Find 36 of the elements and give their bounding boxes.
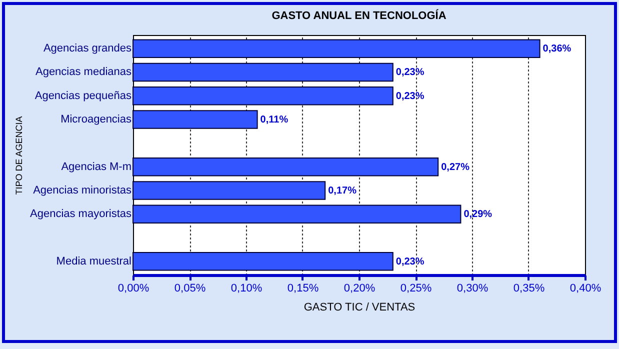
x-tick-label: 0,25% [400,282,432,294]
bar [132,252,394,271]
y-tick-label: Agencias M-m [61,160,132,173]
x-tick-label: 0,10% [230,282,262,294]
y-tick-label: Agencias medianas [35,66,132,78]
y-tick-label: Agencias grandes [43,42,132,55]
x-tick-label: 0,20% [344,282,376,294]
x-axis-title: GASTO TIC / VENTAS [304,302,416,314]
y-tick-label: Agencias minoristas [33,184,132,196]
x-tick-label: 0,15% [287,282,319,294]
data-label: 0,36% [542,44,572,55]
bar [132,39,540,58]
data-label: 0,29% [464,209,492,220]
bar [132,157,439,176]
x-tick-label: 0,30% [456,282,488,294]
y-tick-label: Media muestral [56,255,132,268]
data-label: 0,11% [260,114,288,126]
chart-title: GASTO ANUAL EN TECNOLOGÍA [272,9,446,22]
bar [132,181,326,200]
data-label: 0,23% [396,90,424,102]
bar [132,62,394,82]
y-tick-label: Agencias mayoristas [30,208,132,220]
data-label: 0,23% [396,256,424,268]
x-tick-label: 0,05% [174,282,206,294]
data-label: 0,23% [396,67,424,78]
y-tick-label: Agencias pequeñas [34,90,132,102]
x-tick-label: 0,35% [513,282,545,294]
x-tick-label: 0,40% [570,282,602,294]
data-label: 0,17% [328,185,357,196]
bar [132,110,258,129]
bar [132,86,394,106]
bar [132,204,462,224]
y-axis-title: TIPO DE AGENCIA [14,116,24,195]
x-tick-label: 0,00% [118,282,150,294]
y-tick-label: Microagencias [60,114,132,126]
data-label: 0,27% [441,162,470,173]
